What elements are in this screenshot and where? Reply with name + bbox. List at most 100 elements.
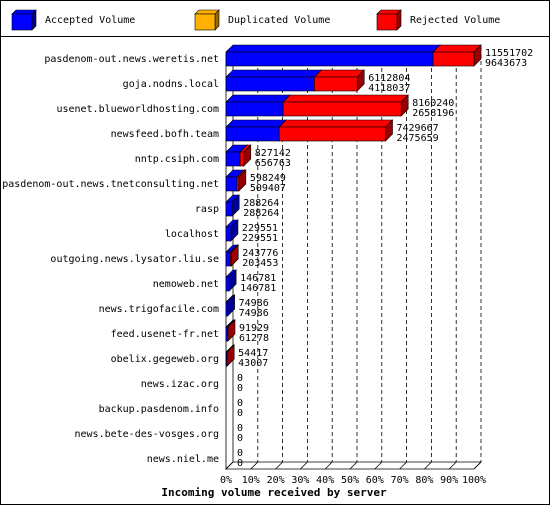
bar bbox=[230, 251, 232, 267]
bar bbox=[225, 226, 232, 242]
x-tick-label: 10% bbox=[242, 475, 260, 486]
x-tick-label: 30% bbox=[291, 475, 309, 486]
y-tick-label: news.izac.org bbox=[141, 379, 219, 390]
value-label: 243776 bbox=[242, 248, 278, 259]
value-label: 91929 bbox=[239, 323, 269, 334]
tick-mark bbox=[324, 461, 333, 470]
value-label: 509407 bbox=[250, 183, 286, 194]
value-label: 0 bbox=[237, 458, 243, 469]
value-label: 61278 bbox=[239, 333, 269, 344]
legend-label: Duplicated Volume bbox=[228, 15, 330, 26]
y-tick-label: nemoweb.net bbox=[153, 279, 219, 290]
x-tick-label: 90% bbox=[440, 475, 458, 486]
legend-swatch bbox=[31, 9, 37, 31]
x-tick-label: 20% bbox=[267, 475, 285, 486]
value-label: 54417 bbox=[238, 348, 268, 359]
tick-mark bbox=[300, 461, 308, 470]
x-axis-title: Incoming volume received by server bbox=[161, 486, 387, 499]
y-tick-label: pasdenom-out.news.tnetconsulting.net bbox=[2, 179, 219, 190]
bar-top bbox=[278, 119, 394, 128]
bar bbox=[225, 251, 231, 267]
bar bbox=[225, 151, 241, 167]
value-label: 43007 bbox=[238, 358, 268, 369]
tick-mark bbox=[250, 461, 259, 470]
y-tick-label: backup.pasdenom.info bbox=[99, 404, 219, 415]
x-tick-label: 50% bbox=[341, 475, 359, 486]
bar bbox=[225, 51, 434, 67]
x-tick-label: 100% bbox=[462, 475, 486, 486]
value-label: 288264 bbox=[243, 208, 279, 219]
value-label: 0 bbox=[237, 448, 243, 459]
bar bbox=[432, 51, 475, 67]
y-tick-label: news.niel.me bbox=[147, 454, 219, 465]
tick-mark bbox=[399, 461, 407, 470]
bar-top bbox=[225, 69, 323, 78]
value-label: 7429667 bbox=[397, 123, 439, 134]
y-tick-label: obelix.gegeweb.org bbox=[111, 354, 219, 365]
value-label: 74986 bbox=[239, 308, 269, 319]
y-tick-label: news.bete-des-vosges.org bbox=[75, 429, 220, 440]
value-label: 74986 bbox=[239, 298, 269, 309]
bar bbox=[278, 126, 386, 142]
value-label: 229551 bbox=[242, 223, 278, 234]
y-tick-label: feed.usenet-fr.net bbox=[111, 329, 219, 340]
y-tick-label: newsfeed.bofh.team bbox=[111, 129, 219, 140]
y-tick-label: localhost bbox=[165, 229, 219, 240]
y-tick-label: usenet.blueworldhosting.com bbox=[56, 104, 219, 115]
tick-mark bbox=[448, 461, 457, 470]
y-tick-label: rasp bbox=[195, 204, 219, 215]
x-tick-label: 40% bbox=[316, 475, 334, 486]
bar bbox=[227, 326, 229, 342]
bar bbox=[225, 76, 315, 92]
value-label: 4118037 bbox=[368, 83, 410, 94]
x-tick-label: 0% bbox=[220, 475, 232, 486]
legend-swatch bbox=[376, 13, 398, 31]
bar bbox=[225, 276, 230, 292]
value-label: 8160240 bbox=[412, 98, 454, 109]
bar bbox=[225, 201, 233, 217]
bar bbox=[239, 151, 245, 167]
bar-top bbox=[225, 94, 291, 103]
value-label: 229551 bbox=[242, 233, 278, 244]
value-label: 0 bbox=[237, 408, 243, 419]
x-tick-label: 80% bbox=[415, 475, 433, 486]
value-label: 0 bbox=[237, 423, 243, 434]
tick-mark bbox=[349, 461, 358, 470]
bar-top bbox=[225, 119, 287, 128]
value-label: 9643673 bbox=[485, 58, 527, 69]
value-label: 656763 bbox=[255, 158, 291, 169]
x-tick-label: 60% bbox=[366, 475, 384, 486]
bar-top bbox=[313, 69, 365, 78]
y-tick-label: outgoing.news.lysator.liu.se bbox=[50, 254, 219, 265]
bar bbox=[314, 76, 358, 92]
bar-top bbox=[432, 44, 482, 53]
value-label: 203453 bbox=[242, 258, 278, 269]
value-label: 2475659 bbox=[397, 133, 439, 144]
y-tick-label: news.trigofacile.com bbox=[99, 304, 219, 315]
value-label: 146781 bbox=[240, 273, 276, 284]
legend-label: Rejected Volume bbox=[410, 15, 500, 26]
value-label: 0 bbox=[237, 373, 243, 384]
legend-swatch bbox=[11, 13, 33, 31]
bar-top bbox=[225, 44, 441, 53]
legend-label: Accepted Volume bbox=[45, 15, 135, 26]
bar bbox=[236, 176, 240, 192]
x-tick-label: 70% bbox=[391, 475, 409, 486]
tick-mark bbox=[374, 461, 383, 470]
tick-mark bbox=[473, 461, 482, 470]
legend-swatch bbox=[194, 13, 216, 31]
legend-swatch bbox=[396, 9, 402, 31]
bar bbox=[225, 176, 238, 192]
bar-top bbox=[282, 94, 409, 103]
tick-mark bbox=[225, 461, 234, 470]
value-label: 598249 bbox=[250, 173, 286, 184]
bar bbox=[225, 301, 228, 317]
y-tick-label: nntp.csiph.com bbox=[135, 154, 219, 165]
tick-mark bbox=[424, 461, 432, 470]
value-label: 0 bbox=[237, 398, 243, 409]
value-label: 2658196 bbox=[412, 108, 454, 119]
value-label: 0 bbox=[237, 383, 243, 394]
value-label: 146781 bbox=[240, 283, 276, 294]
bar bbox=[225, 126, 280, 142]
